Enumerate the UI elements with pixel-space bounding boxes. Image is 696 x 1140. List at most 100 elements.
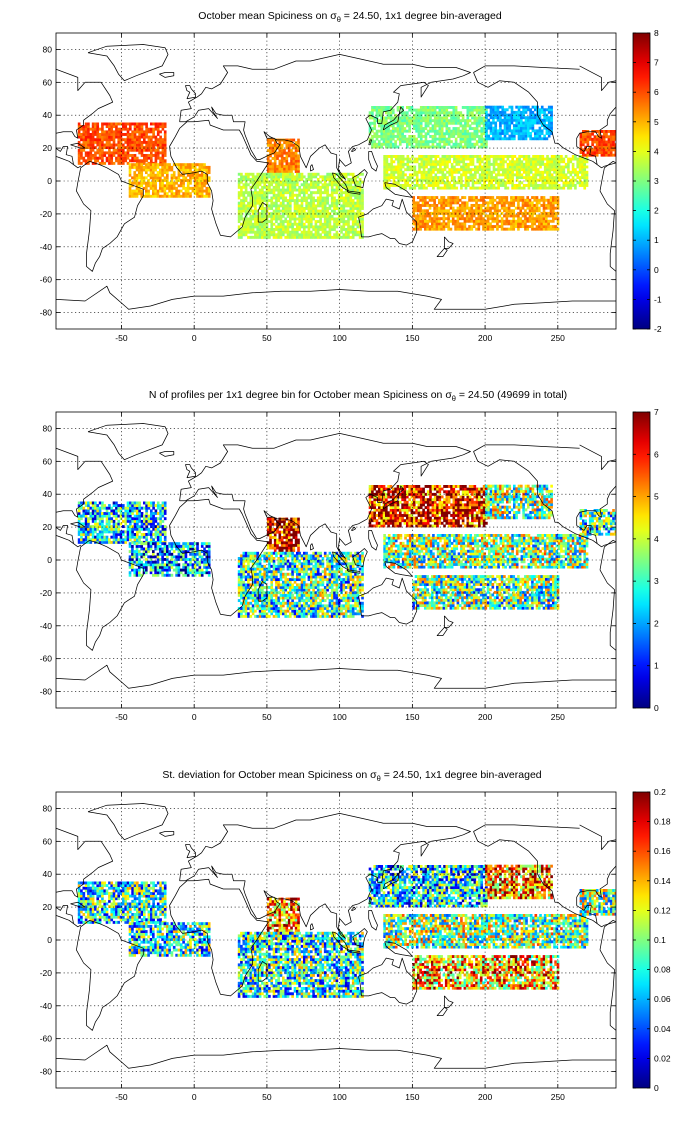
data-bin — [538, 121, 542, 125]
data-bin — [426, 113, 430, 117]
data-bin — [328, 178, 332, 181]
data-bin — [417, 145, 421, 149]
data-bin — [511, 155, 514, 158]
data-bin — [300, 230, 304, 234]
data-bin — [321, 214, 325, 218]
data-bin — [133, 133, 137, 136]
data-bin — [429, 106, 432, 109]
data-bin — [373, 116, 377, 120]
data-bin — [284, 204, 288, 208]
data-bin — [503, 227, 506, 231]
data-bin — [175, 194, 178, 198]
data-bin — [269, 149, 272, 153]
data-bin — [412, 116, 416, 120]
data-bin — [198, 192, 202, 196]
data-bin — [479, 198, 483, 202]
data-bin — [342, 201, 346, 205]
data-bin — [265, 175, 269, 179]
data-bin — [555, 170, 559, 174]
data-bin — [289, 225, 292, 229]
data-bin — [305, 185, 308, 189]
data-bin — [584, 145, 587, 149]
data-bin — [449, 211, 453, 215]
data-bin — [543, 121, 546, 125]
data-bin — [77, 519, 81, 523]
data-bin — [534, 116, 537, 120]
data-bin — [303, 217, 306, 221]
data-bin — [108, 133, 111, 136]
data-bin — [82, 140, 86, 144]
data-bin — [170, 192, 174, 196]
data-bin — [536, 155, 540, 158]
data-bin — [480, 108, 484, 112]
data-bin — [536, 168, 540, 172]
data-bin — [138, 184, 141, 188]
data-bin — [543, 126, 546, 130]
data-bin — [186, 186, 190, 190]
data-bin — [485, 119, 488, 123]
data-bin — [550, 118, 553, 122]
data-bin — [532, 178, 535, 182]
data-bin — [323, 183, 327, 187]
data-bin — [483, 186, 486, 190]
data-bin — [276, 157, 279, 160]
data-bin — [517, 222, 520, 226]
data-bin — [451, 214, 455, 218]
data-bin — [539, 170, 542, 174]
data-bin — [450, 145, 453, 149]
data-bin — [441, 176, 445, 180]
data-bin — [410, 119, 414, 123]
data-bin — [415, 116, 418, 120]
data-bin — [335, 207, 339, 210]
data-bin — [494, 132, 498, 135]
data-bin — [378, 145, 381, 149]
data-bin — [294, 157, 298, 160]
data-bin — [182, 179, 185, 182]
data-bin — [351, 193, 355, 197]
data-bin — [473, 106, 477, 109]
data-bin — [440, 121, 444, 125]
data-bin — [207, 165, 211, 169]
data-bin — [401, 140, 404, 144]
data-bin — [524, 121, 528, 125]
data-bin — [526, 217, 530, 221]
data-bin — [254, 209, 257, 213]
data-bin — [401, 111, 404, 115]
data-bin — [612, 143, 615, 147]
data-bin — [526, 204, 530, 207]
data-bin — [443, 173, 447, 177]
data-bin — [482, 121, 486, 125]
data-bin — [347, 217, 350, 221]
data-bin — [517, 196, 520, 200]
data-bin — [499, 137, 502, 141]
data-bin — [361, 201, 364, 205]
data-bin — [321, 222, 325, 226]
data-bin — [351, 230, 355, 234]
data-bin — [524, 209, 527, 213]
data-bin — [412, 206, 416, 210]
data-bin — [459, 145, 463, 149]
data-bin — [266, 149, 270, 153]
data-bin — [429, 111, 432, 115]
data-bin — [240, 217, 243, 221]
data-bin — [406, 137, 409, 141]
data-bin — [483, 168, 486, 172]
data-bin — [496, 108, 500, 112]
data-bin — [526, 201, 530, 205]
data-bin — [532, 157, 535, 161]
data-bin — [356, 201, 360, 205]
data-bin — [420, 186, 424, 190]
data-bin — [87, 154, 90, 157]
data-bin — [475, 201, 478, 205]
data-bin — [273, 157, 277, 160]
data-bin — [326, 193, 329, 197]
data-bin — [168, 165, 171, 169]
data-bin — [446, 170, 449, 174]
data-bin — [614, 143, 616, 147]
data-bin — [270, 188, 274, 192]
data-bin — [383, 178, 386, 182]
data-bin — [265, 230, 269, 234]
data-bin — [469, 178, 473, 182]
data-bin — [545, 211, 548, 215]
data-bin — [358, 188, 362, 192]
